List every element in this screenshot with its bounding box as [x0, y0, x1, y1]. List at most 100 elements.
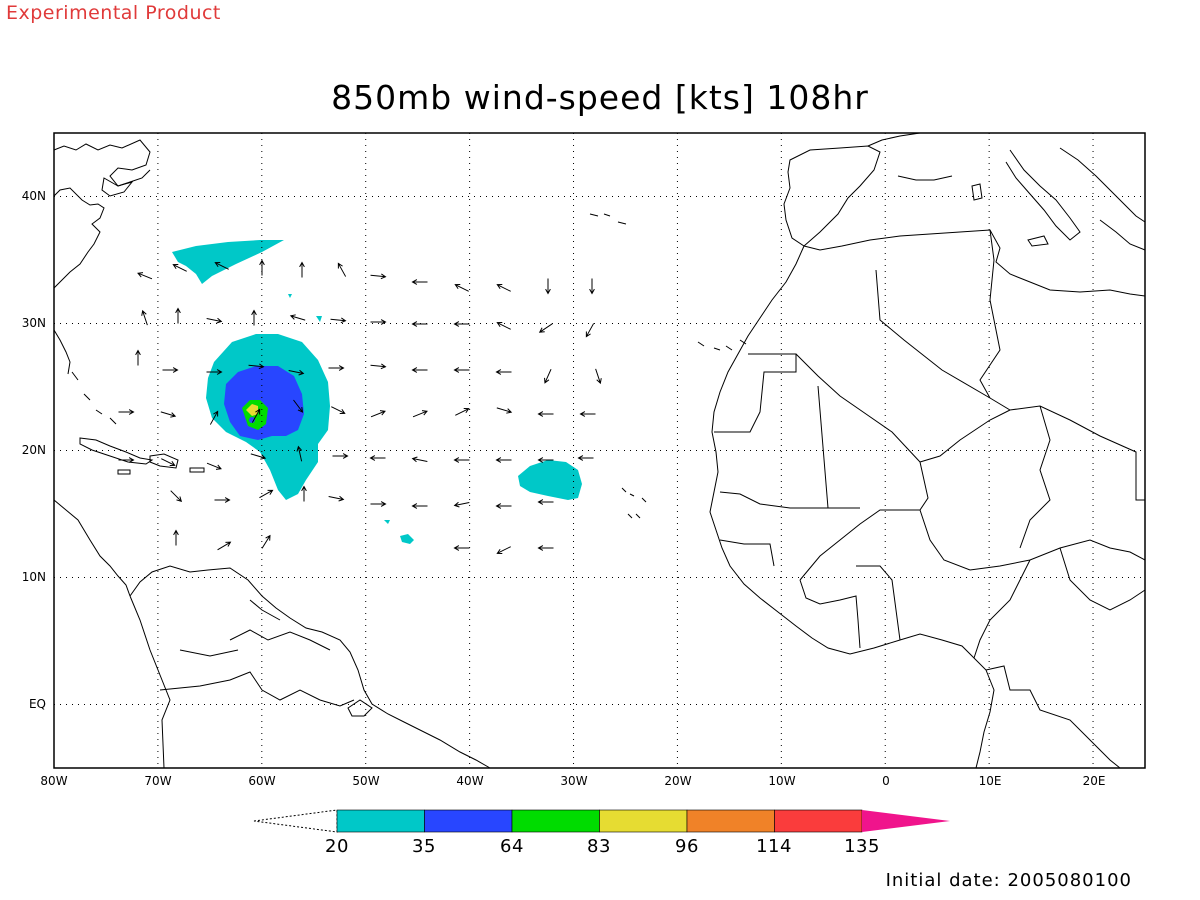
colorbar-high-triangle [862, 810, 950, 832]
wind-vector-arrow [301, 485, 307, 502]
lat-label-40n: 40N [21, 189, 46, 203]
wind-band-20-35-east [518, 460, 582, 500]
wind-vector-arrow [579, 411, 596, 417]
wind-vector-arrow [454, 283, 469, 292]
plot-area [53, 132, 1146, 769]
wind-vector-arrow [453, 545, 470, 551]
colorbar-label-135: 135 [844, 836, 880, 857]
wind-vector-arrow [289, 314, 306, 321]
puerto-rico-coast [189, 467, 205, 473]
wind-vector-arrow [214, 497, 231, 503]
jamaica-coast [117, 469, 131, 475]
wind-vector-arrow [137, 272, 153, 280]
wind-vector-arrow [175, 307, 181, 324]
wind-vector-arrow [296, 445, 303, 462]
wind-vector-arrow [206, 369, 223, 375]
wind-vector-arrow [250, 453, 267, 460]
colorbar-label-20: 20 [325, 836, 349, 857]
sardinia-coast [971, 183, 983, 201]
wind-vector-arrow [412, 410, 428, 418]
wind-vector-arrow [259, 259, 265, 276]
bahamas-coast [71, 371, 117, 425]
wind-vector-arrow [496, 283, 511, 292]
wind-vector-arrow [162, 367, 179, 373]
wind-vector-arrow [495, 457, 512, 463]
lon-label-30w: 30W [560, 774, 588, 788]
wind-vector-arrow [411, 321, 428, 327]
wind-speed-shading [172, 240, 582, 544]
wind-vector-arrow [299, 261, 305, 278]
wind-vector-arrow [170, 490, 183, 503]
wind-vector-arrow [453, 457, 470, 463]
product-tag: Experimental Product [6, 2, 221, 24]
wind-vector-arrow [141, 309, 148, 326]
wind-vector-arrow [328, 365, 345, 371]
north-america-coast [53, 187, 105, 289]
wind-vector-arrow [537, 411, 554, 417]
balkan-coast [1059, 147, 1146, 251]
wind-vector-arrow [595, 368, 602, 385]
france-coast [867, 132, 953, 181]
hispaniola-coast [149, 453, 179, 469]
wind-vector-arrow [332, 453, 349, 459]
colorbar-label-35: 35 [412, 836, 436, 857]
wind-vector-arrow [411, 456, 428, 463]
colorbar [253, 809, 950, 833]
colorbar-box-83-96 [599, 809, 688, 833]
wind-vector-arrow [330, 317, 347, 324]
iberia-coast [783, 145, 881, 247]
wind-vector-arrow [160, 411, 177, 418]
wind-vector-arrow [118, 457, 135, 463]
south-america-coast [129, 565, 491, 769]
wind-vector-arrow [206, 317, 223, 324]
wind-vector-arrow [455, 407, 470, 416]
wind-vector-arrow [495, 369, 512, 375]
lon-label-60w: 60W [248, 774, 276, 788]
wind-vector-arrow [495, 503, 512, 509]
colorbar-box-35-64 [424, 809, 513, 833]
central-america-coast [53, 499, 131, 597]
wind-vector-arrow [251, 309, 257, 326]
wind-vector-arrow [370, 410, 386, 418]
wind-vector-arrow [370, 363, 387, 370]
map-title: 850mb wind-speed [kts] 108hr [331, 78, 869, 117]
plot-frame [53, 132, 1146, 769]
lon-label-70w: 70W [144, 774, 172, 788]
wind-vector-arrow [411, 279, 428, 285]
lat-label-30n: 30N [21, 316, 46, 330]
lon-label-40w: 40W [456, 774, 484, 788]
wind-vector-arrow [537, 499, 554, 505]
wind-vector-arrow [118, 409, 135, 415]
azores-islands [589, 213, 627, 225]
wind-vector-arrow [369, 455, 386, 461]
wind-vector-arrow [589, 278, 595, 295]
wind-vector-arrow [217, 541, 232, 551]
wind-vector-arrow [172, 263, 187, 272]
wind-vector-arrow [585, 323, 595, 338]
colorbar-label-96: 96 [675, 836, 699, 857]
lon-label-10e: 10E [978, 774, 1002, 788]
lat-label-20n: 20N [21, 443, 46, 457]
wind-vector-arrow [453, 321, 470, 327]
wind-vector-arrow [251, 408, 261, 423]
wind-vector-arrow [411, 367, 428, 373]
wind-vector-arrow [370, 273, 387, 280]
wind-vector-arrow [453, 367, 470, 373]
wind-band-83-96 [246, 404, 258, 416]
florida-coast [53, 329, 71, 375]
cuba-coast [79, 437, 154, 465]
wind-vector-arrow [370, 501, 387, 507]
sicily-coast [1027, 235, 1049, 247]
wind-vector-arrow [135, 349, 141, 366]
lon-label-50w: 50W [352, 774, 380, 788]
africa-borders [714, 229, 1146, 769]
colorbar-label-64: 64 [500, 836, 524, 857]
wind-vector-arrow [496, 407, 513, 414]
wind-band-35-64 [224, 366, 304, 440]
wind-vector-arrow [288, 369, 305, 376]
cape-verde-islands [621, 487, 647, 519]
wind-vector-arrow [496, 321, 511, 330]
wind-vector-arrow [537, 457, 554, 463]
wind-vector-arrow [259, 489, 274, 499]
